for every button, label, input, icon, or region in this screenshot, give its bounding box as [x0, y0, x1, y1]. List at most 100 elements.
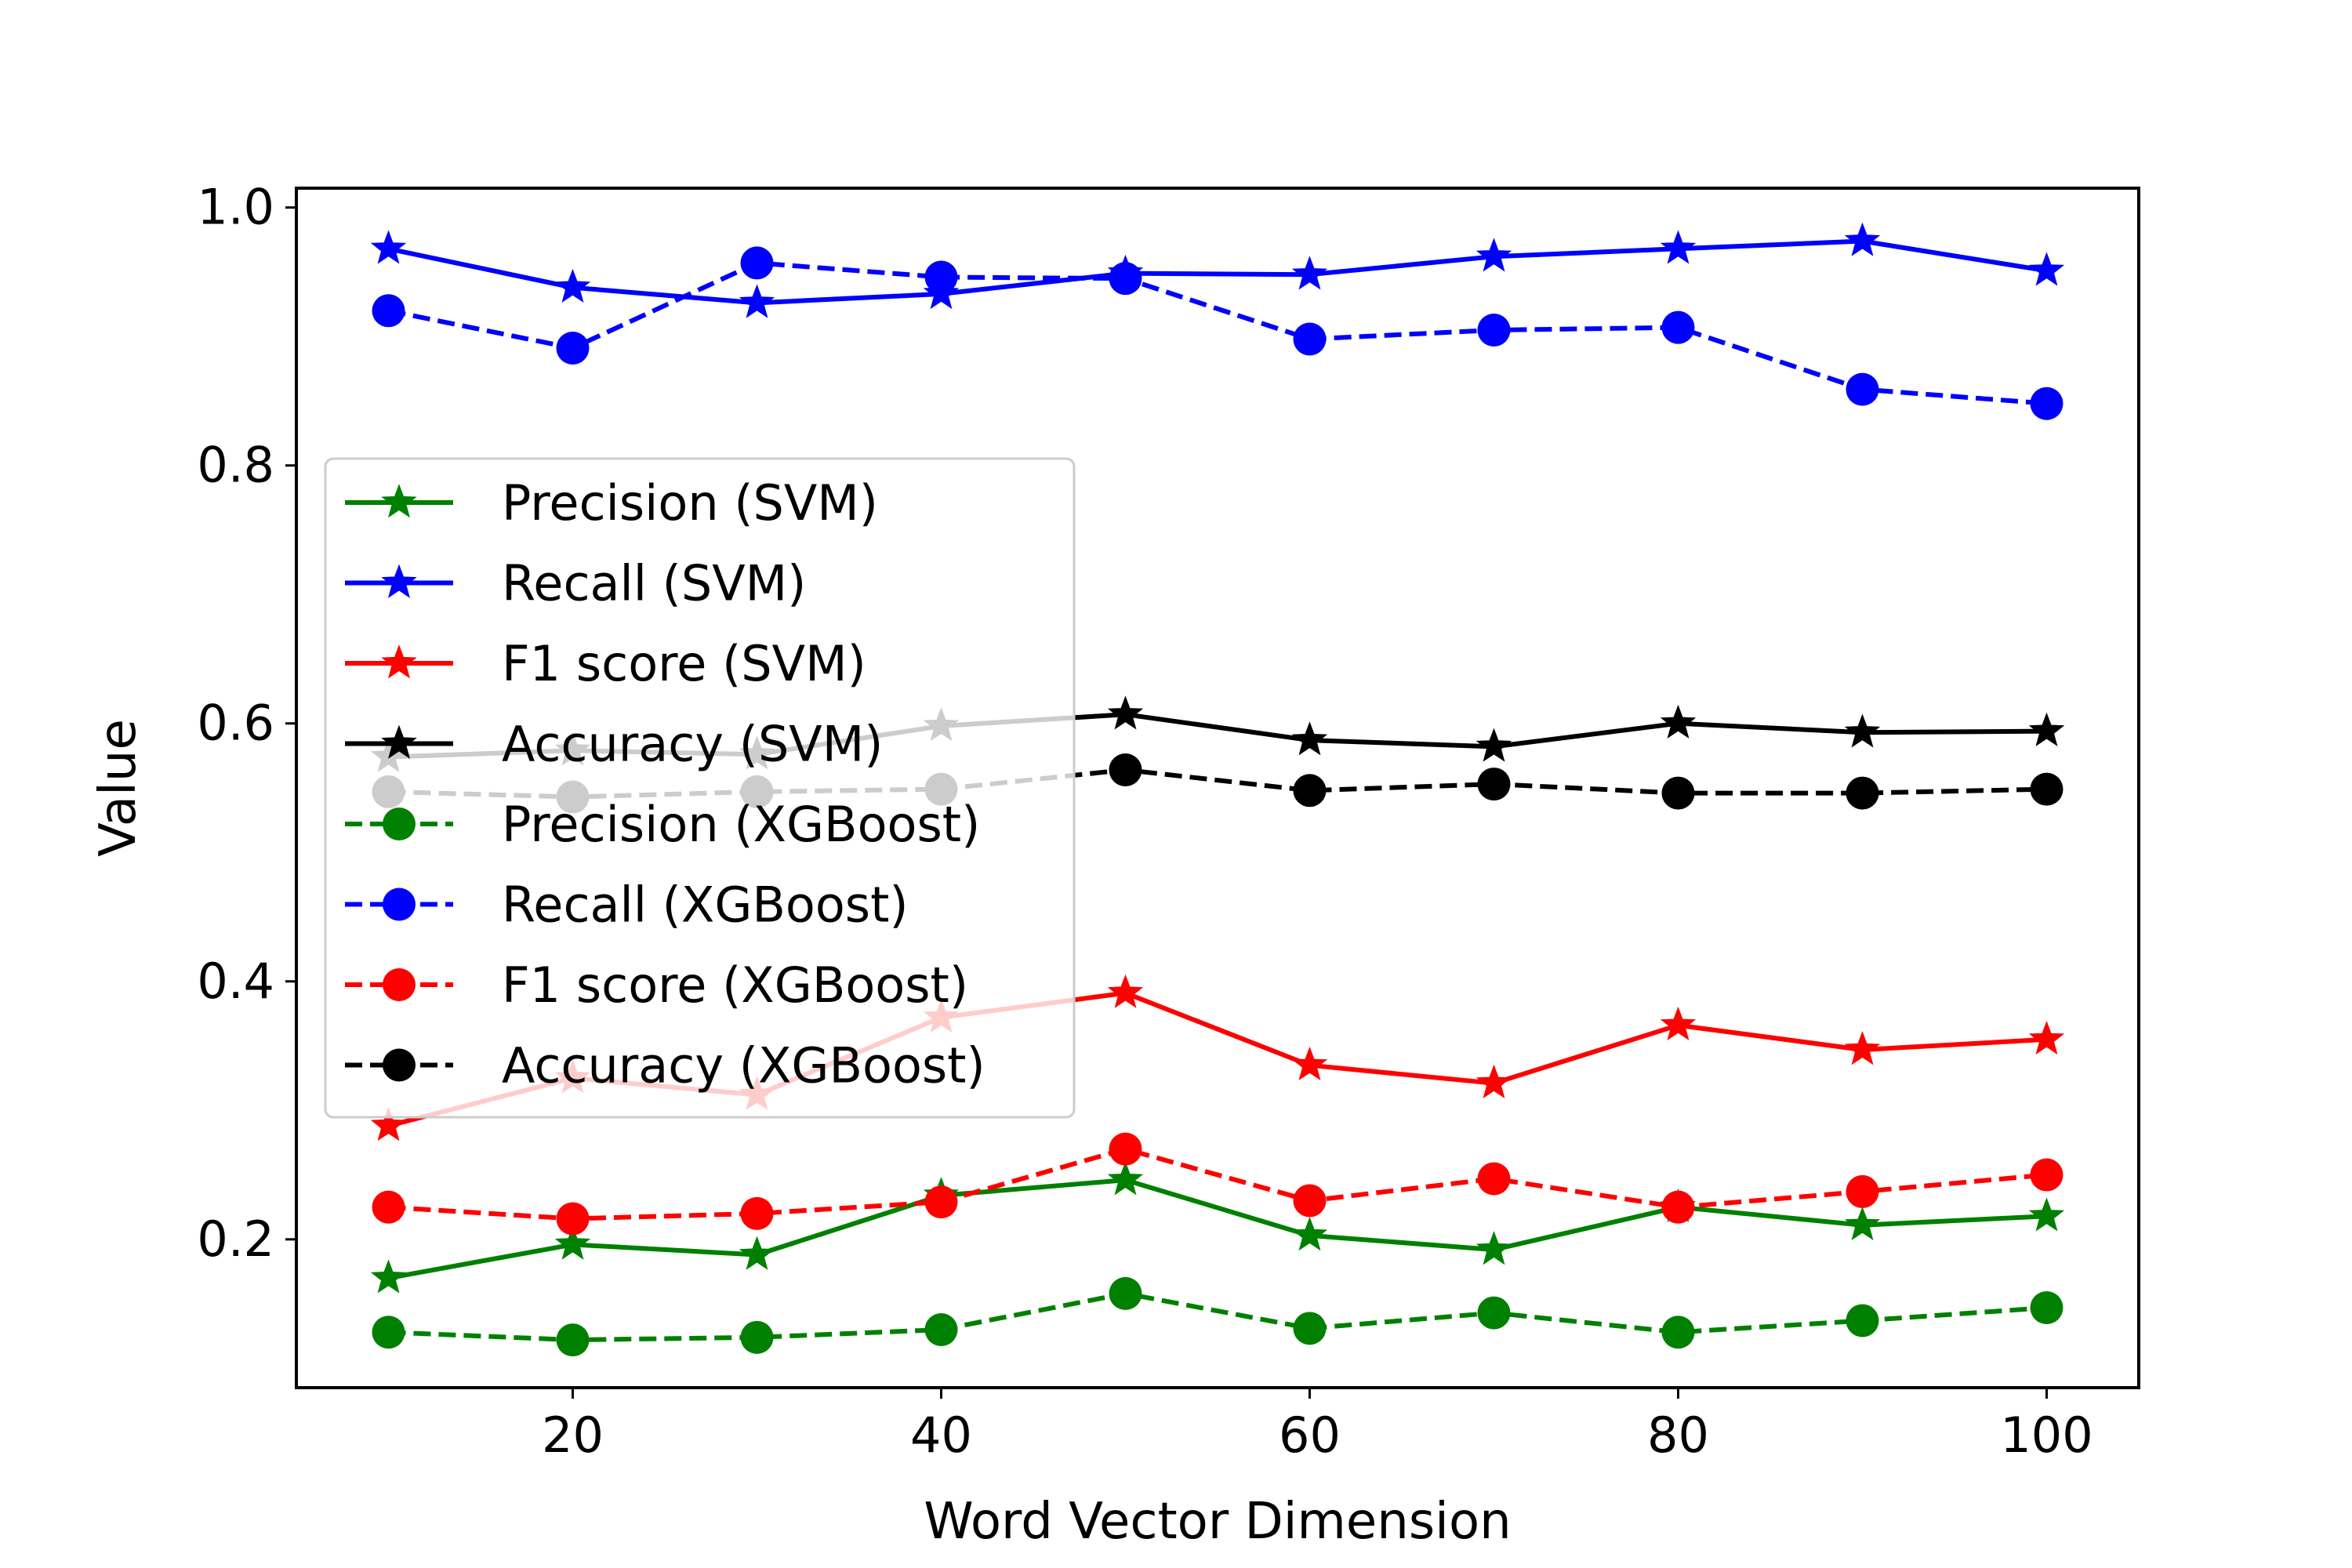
data-point-precision-svm-100 — [2028, 1197, 2065, 1232]
data-point-precision-xgboost-100 — [2030, 1291, 2063, 1324]
data-point-accuracy-xgboost-60 — [1293, 774, 1327, 808]
data-point-recall-xgboost-70 — [1477, 313, 1511, 347]
y-tick-label: 0.6 — [197, 695, 274, 752]
data-point-recall-xgboost-60 — [1293, 322, 1327, 356]
legend-label: Recall (XGBoost) — [502, 877, 909, 934]
legend-item-recall-xgboost: Recall (XGBoost) — [345, 877, 909, 934]
legend-label: Recall (SVM) — [502, 555, 806, 612]
series-line-recall-xgboost — [387, 260, 2047, 406]
data-point-f1-score-svm-10 — [370, 1107, 407, 1142]
data-point-f1-score-xgboost-10 — [372, 1190, 405, 1224]
series-line-precision-svm — [387, 1178, 2047, 1281]
data-point-recall-xgboost-40 — [924, 260, 958, 294]
x-axis: 20 40 60 80 100 — [542, 1388, 2093, 1464]
legend-label: Accuracy (XGBoost) — [502, 1037, 985, 1094]
legend-item-precision-svm: Precision (SVM) — [345, 474, 878, 532]
y-tick-label: 0.2 — [197, 1210, 274, 1268]
data-point-f1-score-xgboost-100 — [2030, 1158, 2063, 1192]
data-point-precision-svm-30 — [739, 1236, 775, 1270]
data-point-accuracy-xgboost-90 — [1846, 776, 1879, 810]
data-point-accuracy-svm-70 — [1475, 728, 1512, 762]
data-point-f1-score-xgboost-30 — [740, 1196, 774, 1230]
series-line-f1-score-xgboost — [388, 1146, 2047, 1221]
data-point-f1-score-svm-50 — [1107, 974, 1144, 1008]
legend-marker — [383, 808, 416, 840]
data-point-f1-score-svm-80 — [1660, 1006, 1697, 1041]
plot-frame — [295, 187, 2140, 1389]
data-point-accuracy-svm-60 — [1291, 721, 1328, 756]
y-tick-label: 0.8 — [197, 437, 274, 494]
data-point-precision-svm-90 — [1844, 1206, 1881, 1241]
data-point-precision-svm-20 — [554, 1225, 591, 1260]
legend-item-recall-svm: Recall (SVM) — [345, 555, 806, 612]
legend-item-f1-score-svm: F1 score (SVM) — [345, 635, 866, 692]
data-point-f1-score-xgboost-60 — [1293, 1184, 1327, 1218]
x-axis-label: Word Vector Dimension — [924, 1493, 1511, 1551]
data-point-precision-svm-70 — [1475, 1231, 1512, 1265]
data-point-precision-svm-50 — [1107, 1161, 1144, 1196]
legend-item-accuracy-xgboost: Accuracy (XGBoost) — [345, 1037, 985, 1094]
legend: Precision (SVM) Recall (SVM) F1 score (SVM… — [324, 457, 1076, 1119]
data-point-recall-svm-70 — [1475, 238, 1512, 272]
data-point-recall-svm-60 — [1291, 256, 1328, 290]
data-point-recall-xgboost-50 — [1109, 262, 1142, 296]
data-point-recall-xgboost-10 — [372, 294, 405, 328]
data-point-f1-score-xgboost-50 — [1109, 1132, 1142, 1166]
series-recall-xgboost — [372, 246, 2063, 420]
data-point-f1-score-svm-60 — [1291, 1046, 1328, 1081]
data-point-f1-score-svm-90 — [1844, 1031, 1881, 1065]
legend-marker — [383, 968, 416, 1001]
data-point-precision-xgboost-60 — [1293, 1312, 1327, 1345]
legend-item-f1-score-xgboost: F1 score (XGBoost) — [345, 956, 968, 1014]
data-point-f1-score-xgboost-70 — [1477, 1162, 1511, 1196]
legend-marker — [383, 1048, 416, 1082]
data-point-accuracy-xgboost-80 — [1661, 776, 1695, 810]
y-axis-label: Value — [89, 719, 147, 857]
legend-marker — [381, 644, 417, 679]
data-point-accuracy-svm-50 — [1107, 695, 1144, 730]
data-point-f1-score-svm-100 — [2028, 1020, 2065, 1055]
series-precision-xgboost — [372, 1276, 2063, 1357]
data-point-accuracy-svm-100 — [2028, 712, 2065, 746]
series-f1-score-xgboost — [372, 1132, 2063, 1236]
legend-label: F1 score (XGBoost) — [502, 956, 968, 1014]
legend-marker — [381, 724, 417, 759]
x-tick-label: 60 — [1279, 1406, 1341, 1464]
data-point-recall-xgboost-20 — [556, 332, 590, 365]
data-point-recall-svm-30 — [739, 284, 775, 318]
x-tick-label: 40 — [910, 1406, 972, 1464]
data-point-f1-score-xgboost-20 — [556, 1202, 590, 1236]
legend-label: Accuracy (SVM) — [502, 716, 883, 773]
data-point-precision-xgboost-30 — [740, 1320, 774, 1354]
y-axis: 0.2 0.4 0.6 0.8 1.0 — [197, 179, 296, 1268]
data-point-recall-xgboost-90 — [1846, 372, 1879, 406]
data-point-precision-xgboost-80 — [1661, 1316, 1695, 1349]
legend-item-precision-xgboost: Precision (XGBoost) — [345, 796, 980, 853]
data-point-precision-xgboost-20 — [556, 1323, 590, 1357]
data-point-recall-svm-100 — [2028, 252, 2065, 286]
data-point-f1-score-xgboost-90 — [1846, 1174, 1879, 1208]
data-point-accuracy-svm-90 — [1844, 713, 1881, 748]
data-point-precision-svm-60 — [1291, 1217, 1328, 1251]
legend-label: Precision (XGBoost) — [502, 796, 980, 853]
data-point-f1-score-xgboost-40 — [924, 1185, 958, 1219]
legend-marker — [383, 887, 416, 921]
data-point-recall-svm-10 — [370, 230, 407, 264]
data-point-accuracy-xgboost-50 — [1109, 753, 1142, 786]
data-point-f1-score-svm-70 — [1475, 1064, 1512, 1098]
x-tick-label: 100 — [2000, 1406, 2092, 1464]
y-tick-label: 1.0 — [197, 179, 274, 236]
data-point-recall-svm-20 — [554, 268, 591, 303]
x-tick-label: 20 — [542, 1406, 604, 1464]
legend-label: Precision (SVM) — [502, 474, 878, 532]
series-line-recall-svm — [387, 238, 2047, 306]
data-point-recall-svm-80 — [1660, 230, 1697, 264]
data-point-accuracy-svm-80 — [1660, 704, 1697, 739]
data-point-precision-xgboost-70 — [1477, 1296, 1511, 1330]
data-point-accuracy-xgboost-70 — [1477, 768, 1511, 801]
legend-marker — [381, 484, 417, 518]
data-point-precision-xgboost-50 — [1109, 1276, 1142, 1310]
data-point-recall-svm-90 — [1844, 222, 1881, 256]
legend-box — [324, 457, 1076, 1119]
